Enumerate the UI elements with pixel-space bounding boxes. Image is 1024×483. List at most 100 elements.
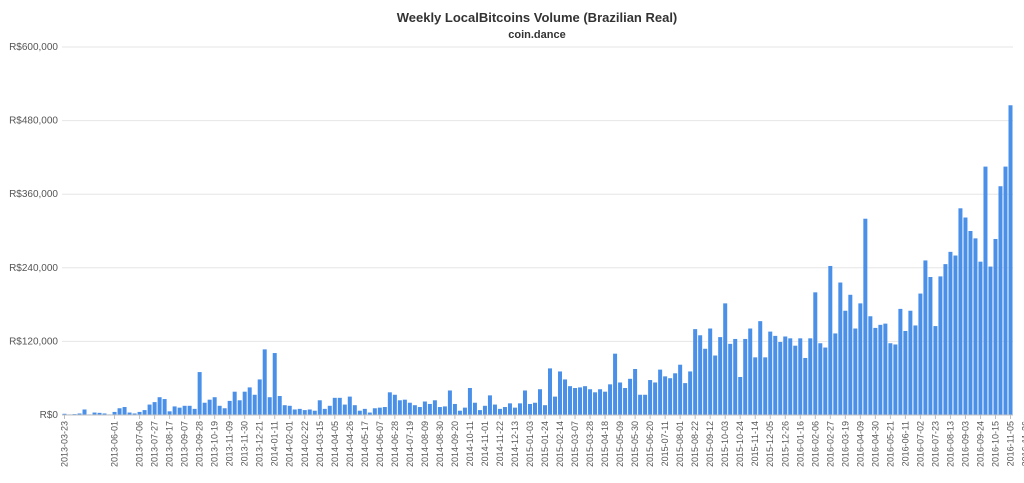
bar xyxy=(332,397,337,415)
bar xyxy=(112,411,117,415)
bar xyxy=(512,407,517,415)
bar xyxy=(397,400,402,415)
bar xyxy=(477,410,482,415)
bar xyxy=(703,348,708,415)
x-tick-label: 2016-06-11 xyxy=(900,421,910,466)
bar xyxy=(538,389,542,415)
bar xyxy=(908,310,913,415)
bar xyxy=(573,388,578,415)
x-tick-label: 2014-02-22 xyxy=(300,421,310,467)
bar xyxy=(968,231,973,415)
bar xyxy=(878,324,883,415)
bar xyxy=(708,328,713,415)
bar xyxy=(993,238,998,415)
bar xyxy=(973,238,978,415)
bar xyxy=(613,353,618,415)
bar xyxy=(768,331,773,415)
bar xyxy=(958,208,963,415)
bar xyxy=(147,404,152,415)
bar xyxy=(357,410,362,415)
bar xyxy=(628,378,633,415)
bar xyxy=(978,261,983,415)
bar xyxy=(888,343,893,415)
bar xyxy=(778,342,783,415)
x-tick-label: 2015-05-30 xyxy=(630,421,640,467)
bar xyxy=(903,330,908,415)
bar xyxy=(522,390,527,415)
x-tick-label: 2015-12-05 xyxy=(765,421,775,467)
bar xyxy=(688,371,693,415)
bar xyxy=(177,407,182,415)
x-tick-label: 2014-03-15 xyxy=(315,421,325,467)
bar xyxy=(543,405,548,415)
bar xyxy=(648,380,653,415)
bar xyxy=(507,403,512,415)
bar xyxy=(963,217,968,415)
bar xyxy=(372,408,377,415)
bar xyxy=(808,338,813,415)
bar xyxy=(462,407,467,415)
bar xyxy=(598,389,603,415)
x-tick-label: 2014-07-19 xyxy=(405,421,415,467)
bar xyxy=(998,186,1003,415)
bar xyxy=(292,409,297,415)
bar xyxy=(422,401,427,415)
bar xyxy=(207,399,212,415)
x-tick-label: 2013-09-28 xyxy=(195,421,205,467)
x-tick-label: 2014-02-01 xyxy=(285,421,295,467)
bar xyxy=(988,266,993,415)
bar xyxy=(723,303,728,415)
bar xyxy=(918,293,923,415)
bar xyxy=(377,407,382,415)
bar xyxy=(793,345,798,415)
bar xyxy=(482,405,487,415)
bar xyxy=(733,338,738,415)
bar xyxy=(247,387,252,415)
bar xyxy=(943,264,948,415)
bar xyxy=(728,343,733,415)
bar xyxy=(698,335,703,415)
bar xyxy=(117,408,122,415)
x-tick-label: 2013-10-19 xyxy=(210,421,220,467)
bar xyxy=(322,408,327,415)
bar xyxy=(718,337,723,415)
x-tick-label: 2013-03-23 xyxy=(60,421,70,467)
x-tick-label: 2014-12-13 xyxy=(510,421,520,467)
bar xyxy=(983,166,988,415)
bar xyxy=(82,409,87,415)
bar xyxy=(638,394,643,415)
x-tick-label: 2015-11-14 xyxy=(750,421,760,466)
x-tick-label: 2016-01-16 xyxy=(795,421,805,467)
x-tick-label: 2014-06-28 xyxy=(390,421,400,467)
bar xyxy=(162,399,167,415)
bar xyxy=(743,338,748,415)
x-tick-label: 2013-06-01 xyxy=(110,421,120,467)
bar xyxy=(803,357,808,415)
x-tick-label: 2013-11-30 xyxy=(240,421,250,466)
bar xyxy=(127,412,132,415)
bar xyxy=(502,407,507,415)
bar xyxy=(432,400,437,415)
x-tick-label: 2014-10-11 xyxy=(465,421,475,466)
bar xyxy=(367,412,372,415)
bar xyxy=(763,357,768,415)
y-tick-label: R$240,000 xyxy=(9,263,58,274)
x-tick-label: 2016-09-03 xyxy=(960,421,970,467)
x-tick-label: 2013-11-09 xyxy=(225,421,235,466)
chart-subtitle: coin.dance xyxy=(508,29,565,41)
x-tick-label: 2016-02-06 xyxy=(810,421,820,467)
bar xyxy=(833,333,838,415)
bar xyxy=(928,277,933,415)
bar xyxy=(437,407,442,415)
bar xyxy=(883,323,888,415)
bar xyxy=(202,402,207,415)
bar xyxy=(192,408,197,415)
bar xyxy=(387,392,392,415)
bar xyxy=(568,386,573,415)
bar xyxy=(893,344,898,415)
bar xyxy=(527,403,532,415)
x-tick-label: 2014-04-05 xyxy=(330,421,340,467)
bar xyxy=(653,382,658,415)
bar xyxy=(898,308,903,415)
